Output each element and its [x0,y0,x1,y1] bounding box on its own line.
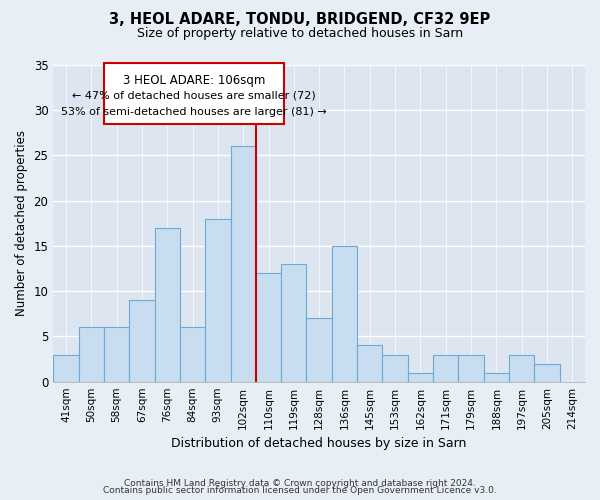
Bar [79,328,104,382]
Bar [509,354,535,382]
Text: Size of property relative to detached houses in Sarn: Size of property relative to detached ho… [137,28,463,40]
Bar [53,354,79,382]
Bar [230,146,256,382]
Bar [104,328,129,382]
Bar [104,63,284,124]
Bar [155,228,180,382]
Bar [484,372,509,382]
Bar [408,372,433,382]
Bar [332,246,357,382]
Text: ← 47% of detached houses are smaller (72): ← 47% of detached houses are smaller (72… [72,90,316,101]
Bar [256,273,281,382]
Bar [535,364,560,382]
Bar [433,354,458,382]
Bar [357,346,382,382]
Bar [180,328,205,382]
Bar [307,318,332,382]
Bar [129,300,155,382]
Text: 53% of semi-detached houses are larger (81) →: 53% of semi-detached houses are larger (… [61,106,326,117]
Bar [382,354,408,382]
Text: 3 HEOL ADARE: 106sqm: 3 HEOL ADARE: 106sqm [122,74,265,87]
Text: 3, HEOL ADARE, TONDU, BRIDGEND, CF32 9EP: 3, HEOL ADARE, TONDU, BRIDGEND, CF32 9EP [109,12,491,28]
Bar [281,264,307,382]
Y-axis label: Number of detached properties: Number of detached properties [15,130,28,316]
Text: Contains HM Land Registry data © Crown copyright and database right 2024.: Contains HM Land Registry data © Crown c… [124,478,476,488]
Bar [458,354,484,382]
Bar [205,219,230,382]
Text: Contains public sector information licensed under the Open Government Licence v3: Contains public sector information licen… [103,486,497,495]
X-axis label: Distribution of detached houses by size in Sarn: Distribution of detached houses by size … [172,437,467,450]
